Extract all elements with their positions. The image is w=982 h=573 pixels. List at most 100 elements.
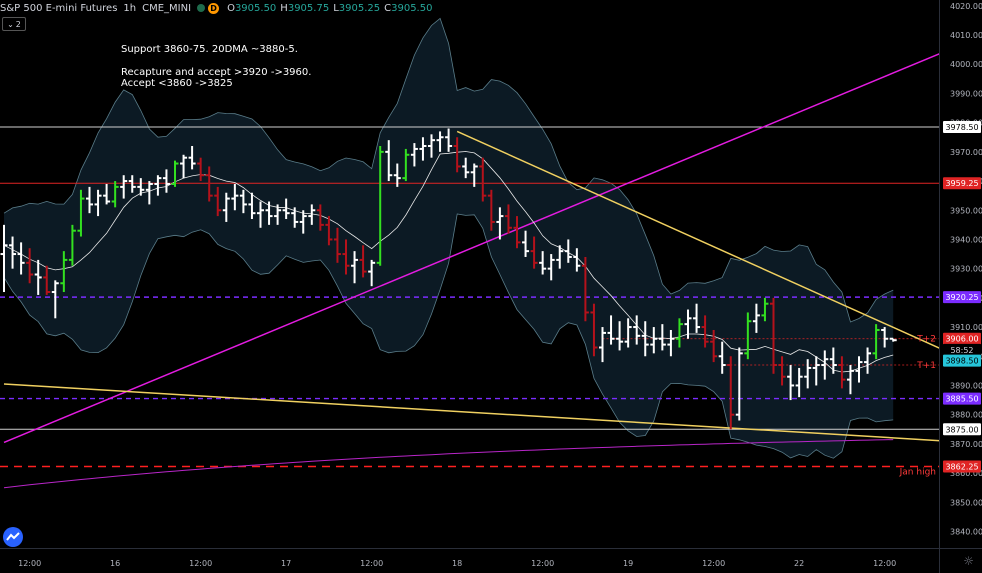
- candle: [257, 201, 264, 228]
- close-label: C: [384, 2, 392, 14]
- candle: [667, 329, 675, 357]
- indicator-count: 2: [15, 19, 21, 29]
- candle: [410, 143, 418, 167]
- candle: [599, 327, 606, 363]
- candle: [761, 297, 769, 322]
- candle: [342, 239, 350, 275]
- candle: [675, 318, 683, 348]
- vwap-line: [3, 439, 894, 489]
- gear-icon[interactable]: ☼: [963, 554, 974, 568]
- candle: [26, 248, 34, 284]
- candle: [727, 356, 735, 430]
- price-axis[interactable]: [939, 0, 982, 573]
- candle: [616, 321, 624, 351]
- candle: [351, 251, 359, 284]
- candle: [325, 216, 333, 246]
- candle: [222, 192, 230, 222]
- target-label: T+1: [916, 361, 936, 371]
- candle: [590, 303, 598, 357]
- ma-path: [3, 151, 894, 373]
- candle: [770, 297, 777, 374]
- candle: [17, 242, 25, 275]
- candle: [188, 146, 196, 170]
- tradingview-logo-icon[interactable]: [3, 527, 23, 547]
- candle: [282, 198, 290, 220]
- candle: [650, 327, 658, 354]
- chart-header: S&P 500 E-mini Futures 1h CME_MINI D O 39…: [0, 0, 432, 16]
- moving-average-line: [3, 151, 894, 373]
- candle: [162, 169, 170, 193]
- candle: [735, 347, 743, 421]
- band-upper: [3, 17, 894, 323]
- low-label: L: [333, 2, 339, 14]
- target-label: Jan high: [899, 468, 936, 478]
- collapse-indicators-button[interactable]: ⌄ 2: [2, 17, 26, 31]
- candle: [60, 251, 68, 293]
- candle: [265, 201, 273, 225]
- candle: [496, 207, 504, 240]
- candle: [94, 189, 102, 217]
- candle: [564, 239, 572, 263]
- vwap-path: [3, 439, 894, 489]
- candle: [359, 245, 367, 278]
- candle: [171, 160, 179, 187]
- time-axis[interactable]: [0, 548, 982, 573]
- candle: [462, 157, 470, 179]
- candle: [299, 210, 307, 234]
- candle: [547, 254, 555, 281]
- candle: [145, 181, 153, 205]
- candle: [291, 207, 299, 228]
- symbol-name[interactable]: S&P 500 E-mini Futures: [0, 2, 118, 14]
- candle: [274, 204, 282, 225]
- candle: [402, 148, 410, 182]
- candle: [522, 230, 530, 257]
- annotation-support[interactable]: Support 3860-75. 20DMA ~3880-5.: [121, 44, 298, 55]
- candle: [68, 224, 76, 266]
- candle: [752, 303, 760, 333]
- candles: [0, 128, 897, 430]
- candle: [641, 321, 649, 357]
- candle: [368, 259, 376, 287]
- candle: [581, 256, 589, 322]
- candle: [197, 157, 205, 182]
- high-label: H: [280, 2, 288, 14]
- candle: [316, 204, 324, 231]
- trendline-yellow-upper: [456, 130, 945, 352]
- candle: [479, 157, 487, 202]
- candle: [487, 189, 495, 231]
- candle: [86, 186, 93, 214]
- candle: [470, 163, 478, 187]
- candle: [607, 315, 615, 345]
- candle: [787, 365, 795, 401]
- target-label: T+2: [916, 335, 936, 345]
- candle: [43, 265, 51, 295]
- candle: [718, 341, 726, 374]
- close-value: 3905.50: [391, 2, 433, 14]
- candle: [231, 183, 239, 211]
- candle: [530, 236, 538, 269]
- market-status-icon: [197, 4, 206, 12]
- candle: [821, 350, 829, 380]
- interval-label[interactable]: 1h: [123, 2, 137, 14]
- candle: [573, 248, 581, 272]
- low-value: 3905.25: [338, 2, 381, 14]
- candle: [128, 175, 136, 193]
- candle: [180, 154, 188, 179]
- candle: [624, 318, 632, 348]
- candle: [804, 359, 812, 389]
- candle: [51, 280, 59, 319]
- candle: [239, 189, 247, 214]
- candle: [445, 128, 453, 152]
- candle: [308, 204, 316, 225]
- open-label: O: [227, 2, 235, 14]
- delayed-badge: D: [208, 2, 220, 14]
- candle: [829, 347, 837, 374]
- candle: [453, 137, 461, 173]
- annotation-recapture[interactable]: Recapture and accept >3920 ->3960.: [121, 67, 312, 78]
- annotation-accept[interactable]: Accept <3860 ->3825: [121, 78, 233, 89]
- candle: [77, 189, 85, 237]
- trendline-yellow-lower: [3, 383, 945, 442]
- candle: [889, 337, 897, 342]
- candle: [838, 356, 846, 389]
